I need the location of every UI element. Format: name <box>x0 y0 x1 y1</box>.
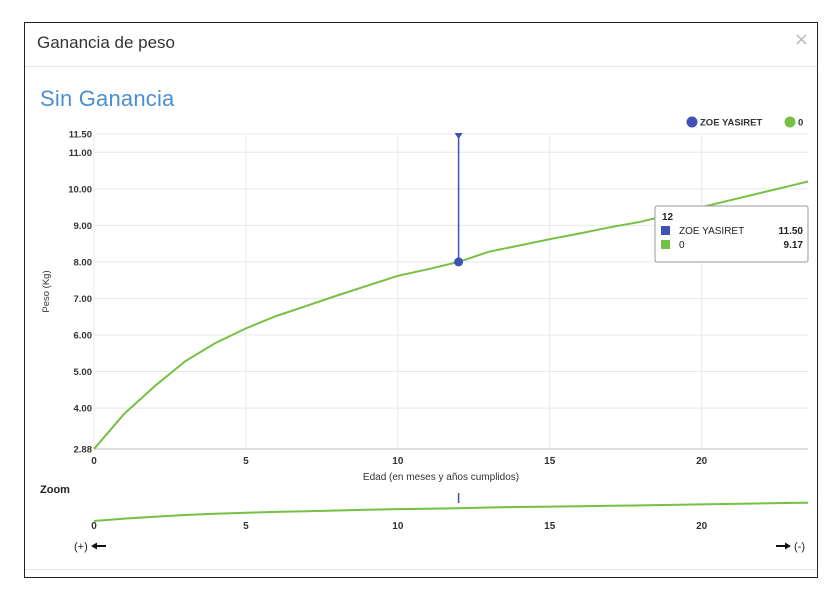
tooltip-swatch <box>661 240 670 249</box>
tooltip-swatch <box>661 226 670 235</box>
zoom-in-label: (+) <box>74 541 88 553</box>
tooltip-series-value: 9.17 <box>784 240 804 251</box>
status-heading: Sin Ganancia <box>40 86 175 111</box>
y-tick-label: 7.00 <box>74 294 93 305</box>
arrow-right-icon-head <box>785 542 791 550</box>
y-tick-label: 4.00 <box>74 404 93 415</box>
legend-label-series-0[interactable]: 0 <box>798 118 803 129</box>
legend-marker-series-0[interactable] <box>784 116 796 128</box>
y-tick-label: 9.00 <box>74 221 93 232</box>
zoom-label: Zoom <box>40 484 70 496</box>
close-icon[interactable]: × <box>793 29 809 50</box>
x-tick-label: 10 <box>392 456 404 467</box>
tooltip-box <box>654 205 809 263</box>
chart-tooltip: 12 ZOE YASIRET 11.50 0 9.17 <box>654 205 809 263</box>
zoom-x-tick-label: 15 <box>544 521 556 532</box>
chart-legend: ZOE YASIRET 0 <box>686 116 803 129</box>
y-tick-label: 6.00 <box>74 330 93 341</box>
zoom-x-tick-label: 5 <box>243 521 249 532</box>
y-tick-label: 5.00 <box>74 367 93 378</box>
x-tick-label: 20 <box>696 456 708 467</box>
y-tick-label: 10.00 <box>68 184 92 195</box>
tooltip-series-value: 11.50 <box>779 226 804 237</box>
x-tick-label: 0 <box>91 456 97 467</box>
x-axis-label: Edad (en meses y años cumplidos) <box>363 472 519 483</box>
arrow-left-icon-head <box>91 542 97 550</box>
modal-title: Ganancia de peso <box>37 33 175 52</box>
zoom-x-tick-label: 10 <box>392 521 404 532</box>
tooltip-series-name: 0 <box>679 240 685 251</box>
zoom-out-button[interactable]: (-) <box>776 541 805 553</box>
modal-footer <box>25 569 817 577</box>
patient-errorbar-cap <box>454 133 463 139</box>
y-axis-label: Peso (Kg) <box>41 270 52 312</box>
weight-gain-modal: Ganancia de peso × <box>24 22 818 578</box>
x-tick-label: 15 <box>544 456 556 467</box>
zoom-x-tick-label: 20 <box>696 521 708 532</box>
tooltip-header: 12 <box>662 212 674 223</box>
x-tick-label: 5 <box>243 456 249 467</box>
y-tick-label: 8.00 <box>74 257 93 268</box>
legend-marker-zoe[interactable] <box>686 116 698 128</box>
legend-label-zoe[interactable]: ZOE YASIRET <box>700 118 762 129</box>
y-tick-label: 2.88 <box>74 445 93 456</box>
tooltip-series-name: ZOE YASIRET <box>679 226 744 237</box>
zoom-navigator-line <box>93 501 809 522</box>
zoom-out-label: (-) <box>794 541 805 553</box>
modal-header: Ganancia de peso × <box>25 23 817 67</box>
zoom-in-button[interactable]: (+) <box>74 541 106 553</box>
zoom-x-tick-label: 0 <box>91 521 97 532</box>
y-tick-label: 11.00 <box>69 148 92 159</box>
y-tick-label: 11.50 <box>69 130 92 141</box>
patient-data-point[interactable] <box>454 257 464 267</box>
